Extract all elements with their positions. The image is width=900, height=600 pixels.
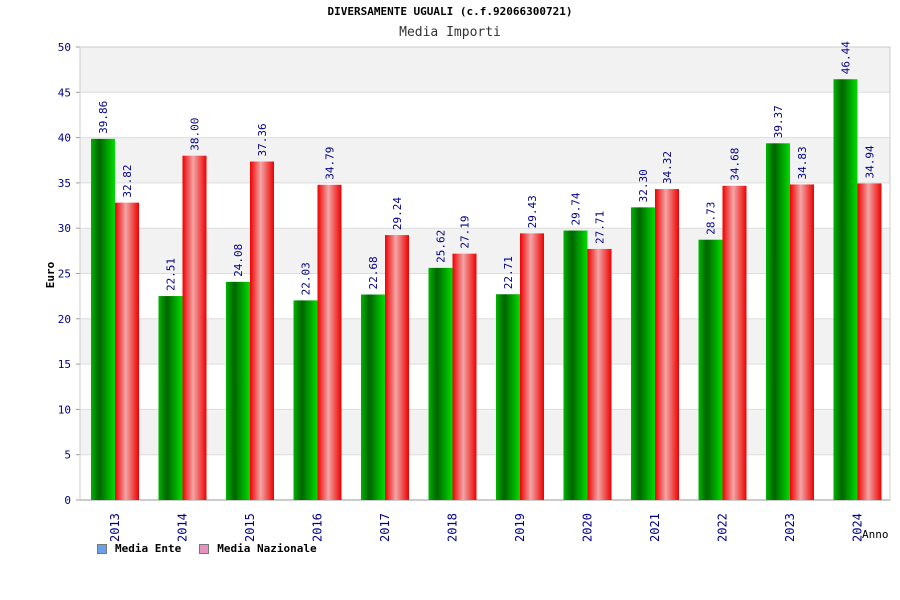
- bar-value-label: 38.00: [189, 118, 202, 151]
- x-tick-label: 2021: [648, 513, 662, 542]
- bar-media-ente: [428, 267, 453, 500]
- x-tick-label: 2019: [513, 513, 527, 542]
- bar-value-label: 34.79: [324, 147, 337, 180]
- bar-media-ente: [91, 138, 115, 500]
- y-tick-label: 45: [58, 86, 71, 99]
- grid-band: [80, 47, 890, 93]
- bar-value-label: 34.32: [661, 151, 674, 184]
- x-tick-label: 2020: [581, 513, 595, 542]
- bar-media-nazionale: [520, 233, 544, 500]
- x-tick-label: 2015: [243, 513, 257, 542]
- x-tick-label: 2024: [851, 513, 865, 542]
- bar-value-label: 34.83: [796, 146, 809, 179]
- chart-subtitle: Media Importi: [399, 25, 501, 40]
- bar-media-nazionale: [250, 161, 274, 500]
- bar-media-nazionale: [182, 155, 207, 500]
- bar-media-nazionale: [115, 202, 139, 500]
- bar-media-nazionale: [790, 184, 814, 501]
- bar-value-label: 25.62: [435, 230, 448, 263]
- x-tick-label: 2022: [716, 513, 730, 542]
- y-tick-label: 15: [58, 358, 71, 371]
- grid-band: [80, 318, 890, 365]
- bar-value-label: 29.43: [526, 195, 539, 228]
- bar-media-nazionale: [857, 183, 882, 500]
- bar-media-ente: [631, 207, 655, 500]
- legend-label-ente: Media Ente: [115, 542, 182, 555]
- bar-media-ente: [293, 300, 318, 500]
- legend-item-nazionale: Media Nazionale: [199, 542, 317, 555]
- bar-value-label: 27.19: [459, 216, 472, 249]
- bar-media-nazionale: [722, 185, 747, 500]
- y-axis-title: Euro: [44, 261, 57, 288]
- y-tick-label: 0: [64, 494, 71, 507]
- bar-value-label: 32.82: [121, 165, 134, 198]
- bar-media-ente: [496, 294, 520, 500]
- legend-swatch-ente: [97, 543, 107, 554]
- bar-media-ente: [766, 143, 790, 500]
- bar-value-label: 39.86: [97, 101, 110, 134]
- bar-media-ente: [158, 296, 183, 500]
- bar-media-ente: [226, 281, 250, 500]
- x-tick-label: 2017: [378, 513, 392, 542]
- bar-value-label: 22.68: [367, 256, 380, 289]
- bar-value-label: 22.71: [502, 256, 515, 289]
- y-tick-label: 50: [58, 41, 71, 54]
- bar-media-ente: [698, 239, 723, 500]
- x-axis-title: Anno: [862, 528, 889, 541]
- bar-media-nazionale: [587, 248, 612, 500]
- chart-title: DIVERSAMENTE UGUALI (c.f.92066300721): [327, 5, 573, 18]
- bar-value-label: 24.08: [232, 244, 245, 277]
- bar-value-label: 37.36: [256, 123, 269, 156]
- legend-swatch-nazionale: [199, 543, 210, 554]
- grid-band: [80, 228, 890, 274]
- y-tick-label: 30: [58, 222, 71, 235]
- bar-value-label: 32.30: [637, 169, 650, 202]
- x-tick-label: 2013: [108, 513, 122, 542]
- legend: Media Ente Media Nazionale: [97, 542, 317, 555]
- bar-value-label: 29.24: [391, 197, 404, 230]
- y-tick-label: 25: [58, 268, 71, 281]
- x-tick-label: 2018: [446, 513, 460, 542]
- grid-band: [80, 409, 890, 455]
- bar-media-nazionale: [317, 184, 342, 500]
- y-tick-label: 5: [64, 449, 71, 462]
- bar-value-label: 22.51: [165, 258, 178, 291]
- bar-value-label: 22.03: [300, 262, 313, 295]
- y-tick-label: 35: [58, 177, 71, 190]
- bar-media-nazionale: [452, 253, 477, 500]
- legend-item-ente: Media Ente: [97, 542, 181, 555]
- bar-value-label: 39.37: [772, 105, 785, 138]
- bar-value-label: 28.73: [705, 202, 718, 235]
- bar-value-label: 29.74: [570, 192, 583, 225]
- grid-band: [80, 137, 890, 183]
- y-tick-label: 20: [58, 313, 71, 326]
- bar-value-label: 27.71: [594, 211, 607, 244]
- y-tick-label: 40: [58, 132, 71, 145]
- bar-media-nazionale: [385, 235, 409, 500]
- x-tick-label: 2023: [783, 513, 797, 542]
- bar-value-label: 46.44: [840, 41, 853, 74]
- bar-media-ente: [833, 79, 858, 500]
- bar-media-ente: [361, 294, 385, 500]
- y-tick-label: 10: [58, 403, 71, 416]
- bar-value-label: 34.94: [864, 145, 877, 178]
- x-tick-label: 2016: [311, 513, 325, 542]
- bar-value-label: 34.68: [729, 148, 742, 181]
- bar-media-nazionale: [655, 189, 679, 501]
- bar-media-ente: [563, 230, 588, 500]
- legend-label-nazionale: Media Nazionale: [217, 542, 317, 555]
- x-tick-label: 2014: [176, 513, 190, 542]
